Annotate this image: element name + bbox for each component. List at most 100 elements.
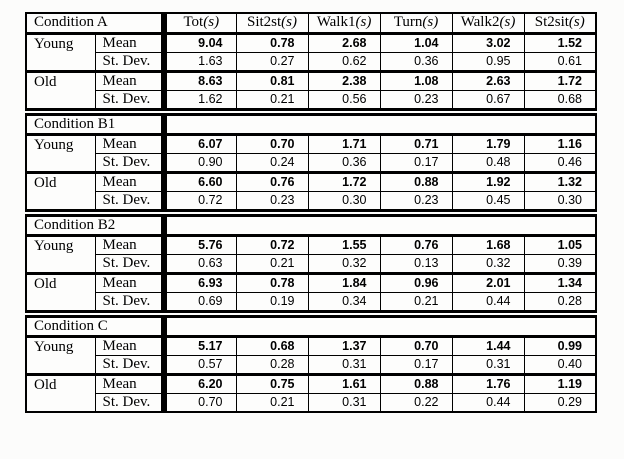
- stdev-value: 0.40: [523, 354, 596, 374]
- empty-cell: [161, 309, 596, 338]
- stdev-value: 0.34: [307, 291, 380, 314]
- stdev-value: 0.90: [161, 152, 236, 172]
- stdev-value: 0.36: [379, 51, 452, 71]
- results-table: Condition A Tot(s) Sit2st(s) Walk1(s) Turn(s…: [25, 12, 597, 413]
- stdev-value: 0.61: [523, 51, 596, 71]
- mean-value: 1.32: [523, 170, 596, 191]
- condition-label: Condition B1: [26, 107, 164, 136]
- mean-value: 1.72: [307, 170, 380, 191]
- mean-value: 1.44: [451, 336, 524, 355]
- mean-value: 1.76: [451, 372, 524, 393]
- column-unit: (s): [568, 14, 585, 31]
- mean-value: 6.20: [161, 372, 236, 393]
- mean-value: 1.52: [523, 33, 596, 52]
- mean-value: 5.17: [161, 336, 236, 355]
- stat-label-stdev: St. Dev.: [94, 392, 164, 412]
- mean-value: 1.34: [523, 271, 596, 292]
- stdev-value: 0.21: [235, 89, 308, 112]
- stat-label-mean: Mean: [94, 170, 164, 191]
- group-label: Old: [26, 372, 95, 412]
- mean-value: 0.88: [379, 170, 452, 191]
- stdev-value: 0.23: [235, 190, 308, 213]
- mean-value: 1.16: [523, 134, 596, 153]
- stdev-value: 0.31: [307, 354, 380, 374]
- stdev-value: 0.62: [307, 51, 380, 71]
- column-name: Walk2: [460, 14, 500, 31]
- mean-value: 1.79: [451, 134, 524, 153]
- column-header: Walk1(s): [307, 13, 380, 35]
- stat-label-mean: Mean: [94, 271, 164, 292]
- mean-value: 6.07: [161, 134, 236, 153]
- mean-value: 1.37: [307, 336, 380, 355]
- stdev-value: 0.23: [379, 190, 452, 213]
- stdev-value: 0.30: [523, 190, 596, 213]
- mean-value: 0.72: [235, 235, 308, 254]
- stdev-value: 0.72: [161, 190, 236, 213]
- stdev-value: 0.69: [161, 291, 236, 314]
- mean-value: 1.61: [307, 372, 380, 393]
- column-unit: (s): [499, 14, 516, 31]
- stdev-value: 0.21: [379, 291, 452, 314]
- section-1: Condition A Tot(s) Sit2st(s) Walk1(s) Turn(s…: [26, 13, 596, 112]
- column-unit: (s): [422, 14, 439, 31]
- mean-value: 1.71: [307, 134, 380, 153]
- stdev-value: 0.56: [307, 89, 380, 112]
- mean-value: 2.63: [451, 69, 524, 90]
- mean-value: 1.92: [451, 170, 524, 191]
- mean-value: 0.99: [523, 336, 596, 355]
- mean-value: 0.96: [379, 271, 452, 292]
- stdev-value: 0.57: [161, 354, 236, 374]
- column-unit: (s): [355, 14, 372, 31]
- column-unit: (s): [281, 14, 297, 31]
- column-header: Turn(s): [379, 13, 452, 35]
- stat-label-stdev: St. Dev.: [94, 253, 164, 273]
- column-name: Turn: [393, 14, 423, 31]
- stdev-value: 0.23: [379, 89, 452, 112]
- stdev-value: 0.44: [451, 392, 524, 412]
- empty-cell: [161, 208, 596, 237]
- mean-value: 0.76: [235, 170, 308, 191]
- group-label: Old: [26, 170, 95, 213]
- stdev-value: 0.28: [523, 291, 596, 314]
- mean-value: 0.78: [235, 33, 308, 52]
- group-label: Young: [34, 338, 74, 355]
- mean-value: 0.70: [235, 134, 308, 153]
- mean-value: 2.38: [307, 69, 380, 90]
- condition-label: Condition C: [26, 309, 164, 338]
- group-label: Young: [34, 35, 74, 52]
- mean-value: 3.02: [451, 33, 524, 52]
- empty-cell: [161, 107, 596, 136]
- stdev-value: 1.62: [161, 89, 236, 112]
- stat-label-stdev: St. Dev.: [94, 152, 164, 172]
- column-name: Walk1: [316, 14, 356, 31]
- stdev-value: 0.63: [161, 253, 236, 273]
- stat-label-stdev: St. Dev.: [94, 89, 164, 112]
- stdev-value: 0.45: [451, 190, 524, 213]
- mean-value: 5.76: [161, 235, 236, 254]
- column-header: Sit2st(s): [235, 13, 308, 35]
- column-name: Sit2st: [246, 14, 282, 31]
- mean-value: 0.78: [235, 271, 308, 292]
- column-header: Walk2(s): [451, 13, 524, 35]
- mean-value: 0.71: [379, 134, 452, 153]
- stdev-value: 0.46: [523, 152, 596, 172]
- group-label: Old: [26, 271, 95, 314]
- group-label: Young: [34, 136, 74, 153]
- group-label: Young: [34, 237, 74, 254]
- stdev-value: 0.32: [451, 253, 524, 273]
- stdev-value: 0.27: [235, 51, 308, 71]
- stdev-value: 0.29: [523, 392, 596, 412]
- stdev-value: 0.31: [451, 354, 524, 374]
- section-4: Condition C Young Mean 5.17 0.68 1.37 0.70 1.44…: [26, 309, 596, 412]
- stat-label-stdev: St. Dev.: [94, 190, 164, 213]
- stdev-value: 0.28: [235, 354, 308, 374]
- stdev-value: 0.21: [235, 253, 308, 273]
- group-label: Old: [26, 69, 95, 112]
- stdev-value: 0.21: [235, 392, 308, 412]
- section-2: Condition B1 Young Mean 6.07 0.70 1.71 0.71 1.7…: [26, 107, 596, 213]
- mean-value: 0.68: [235, 336, 308, 355]
- stdev-value: 0.68: [523, 89, 596, 112]
- stdev-value: 0.44: [451, 291, 524, 314]
- stdev-value: 1.63: [161, 51, 236, 71]
- mean-value: 2.68: [307, 33, 380, 52]
